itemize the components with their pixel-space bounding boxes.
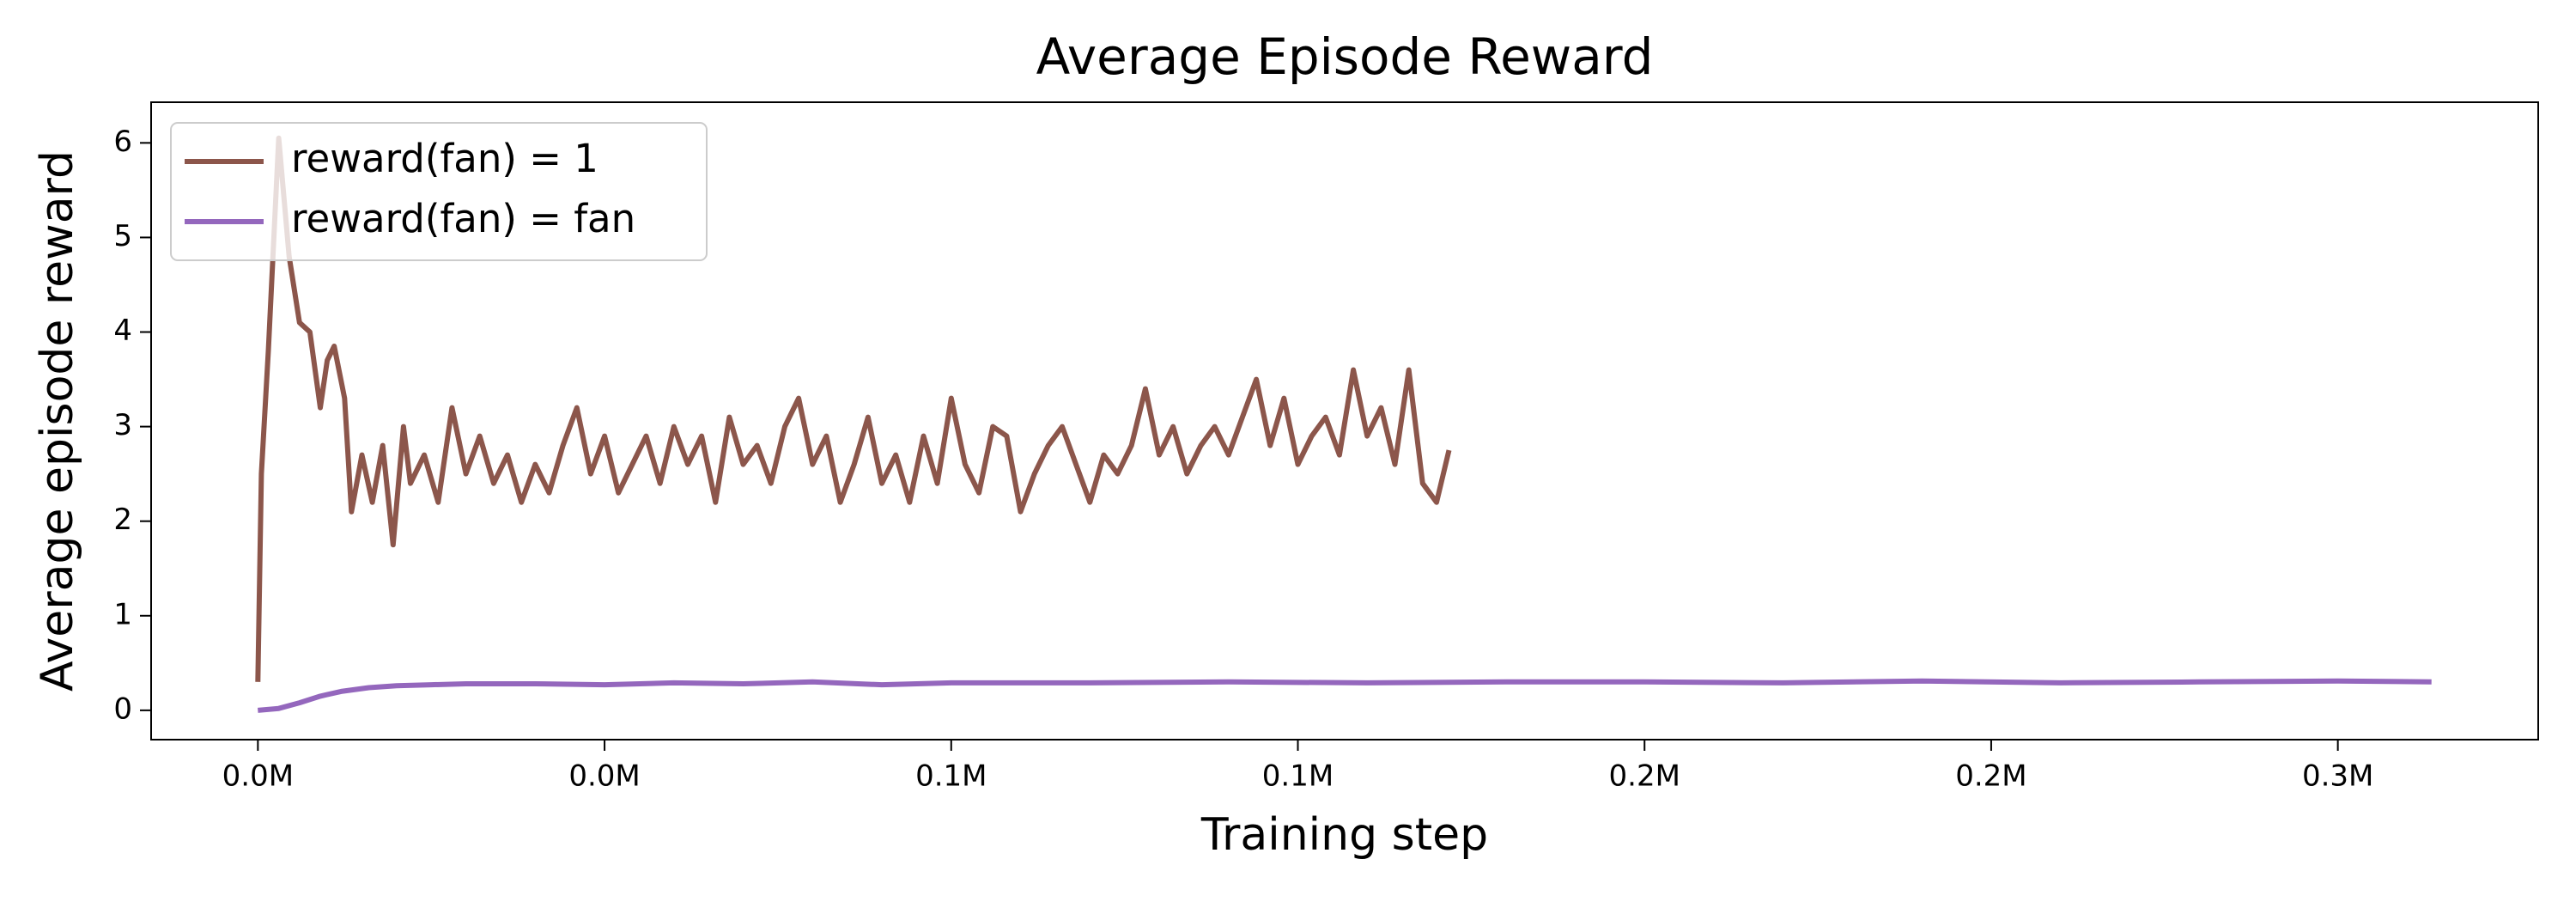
x-axis-label: Training step <box>1200 809 1488 861</box>
legend-box <box>170 122 708 261</box>
legend-label: reward(fan) = fan <box>291 196 635 241</box>
x-tick-label: 0.1M <box>1262 759 1334 794</box>
y-axis-label: Average episode reward <box>32 150 83 692</box>
chart-title: Average Episode Reward <box>1036 27 1654 86</box>
series-line <box>258 678 2432 713</box>
series-line <box>255 135 1452 682</box>
y-tick-label: 0 <box>113 692 132 726</box>
legend-label: reward(fan) = 1 <box>291 136 598 181</box>
x-tick-label: 0.2M <box>1955 759 2026 794</box>
y-tick-label: 6 <box>113 125 132 159</box>
y-tick-label: 2 <box>113 503 132 537</box>
x-tick-label: 0.1M <box>915 759 987 794</box>
y-tick-label: 5 <box>113 219 132 253</box>
y-tick-label: 1 <box>113 597 132 631</box>
y-tick-label: 4 <box>113 314 132 348</box>
y-tick-label: 3 <box>113 408 132 442</box>
x-tick-label: 0.3M <box>2302 759 2373 794</box>
plot-frame <box>150 101 2539 740</box>
x-tick-label: 0.0M <box>222 759 294 794</box>
x-tick-label: 0.0M <box>568 759 640 794</box>
x-tick-label: 0.2M <box>1609 759 1680 794</box>
